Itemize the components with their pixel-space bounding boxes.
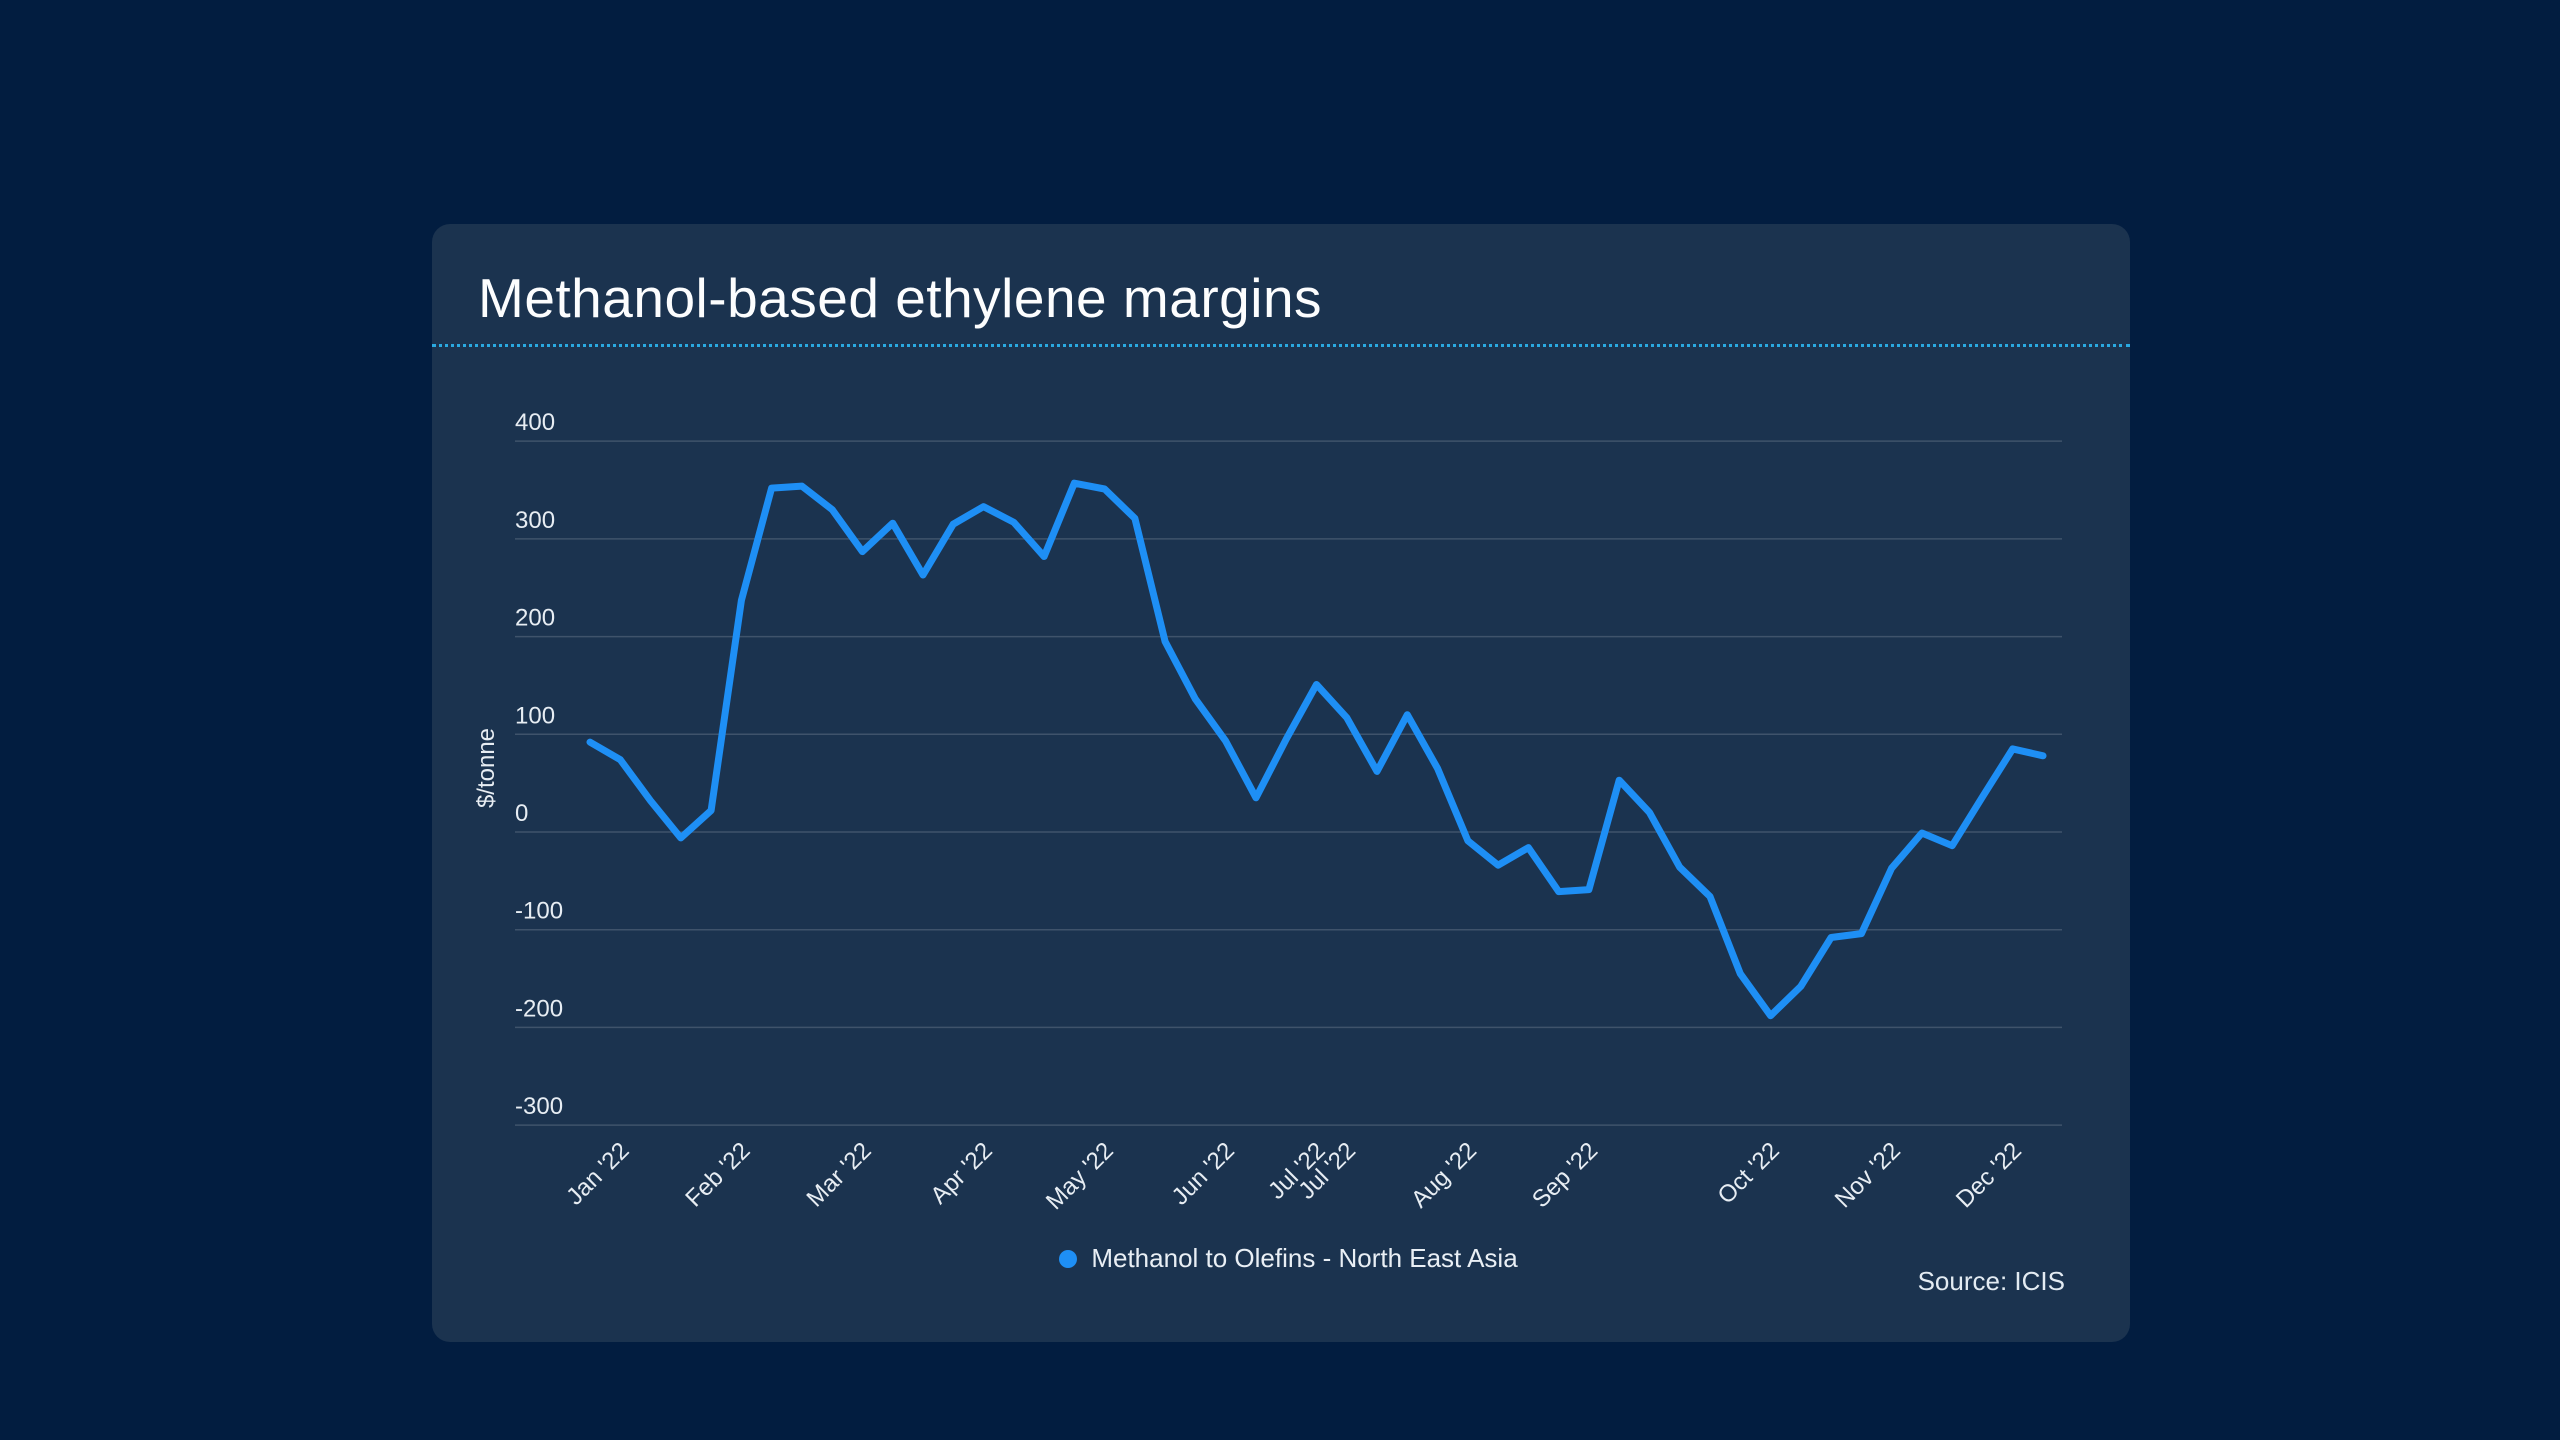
x-axis-label: Dec '22 bbox=[1951, 1137, 2027, 1213]
y-axis-title: $/tonne bbox=[473, 728, 500, 808]
x-axis-label: Jun '22 bbox=[1167, 1137, 1240, 1210]
y-axis-label: -200 bbox=[515, 995, 563, 1022]
x-axis-label: Jan '22 bbox=[561, 1137, 634, 1210]
x-axis-label: Nov '22 bbox=[1830, 1137, 1906, 1213]
y-axis-label: 0 bbox=[515, 800, 528, 827]
y-axis-label: 400 bbox=[515, 409, 555, 436]
legend-label: Methanol to Olefins - North East Asia bbox=[1091, 1243, 1518, 1273]
y-axis-label: 100 bbox=[515, 702, 555, 729]
x-axis-labels: Jan '22 Feb '22 Mar '22 Apr '22 May '22 Jun '… bbox=[561, 1137, 2027, 1215]
x-axis-label: Aug '22 bbox=[1406, 1137, 1482, 1213]
y-axis-label: 300 bbox=[515, 507, 555, 534]
gridlines bbox=[515, 440, 2062, 1126]
series-line bbox=[586, 479, 2047, 1020]
y-axis-label: 200 bbox=[515, 605, 555, 632]
legend-marker-dot bbox=[1059, 1249, 1078, 1268]
x-axis-label: Feb '22 bbox=[680, 1137, 755, 1212]
chart-title: Methanol-based ethylene margins bbox=[478, 267, 1323, 329]
title-divider bbox=[432, 344, 2130, 347]
x-axis-label: Sep '22 bbox=[1527, 1137, 1603, 1213]
legend: Methanol to Olefins - North East Asia bbox=[515, 1243, 2062, 1274]
x-axis-label: Oct '22 bbox=[1712, 1137, 1784, 1209]
y-axis-labels: 400 300 200 100 0 -100 -200 -300 $/tonne bbox=[473, 409, 563, 1120]
y-axis-label: -100 bbox=[515, 898, 563, 925]
legend-item[interactable]: Methanol to Olefins - North East Asia bbox=[1059, 1243, 1518, 1274]
x-axis-label: May '22 bbox=[1041, 1137, 1119, 1215]
x-axis-label: Apr '22 bbox=[925, 1137, 997, 1209]
source-note: Source: ICIS bbox=[1917, 1266, 2065, 1296]
x-axis-label: Mar '22 bbox=[802, 1137, 877, 1212]
series-line-group bbox=[586, 479, 2047, 1020]
y-axis-label: -300 bbox=[515, 1093, 563, 1120]
